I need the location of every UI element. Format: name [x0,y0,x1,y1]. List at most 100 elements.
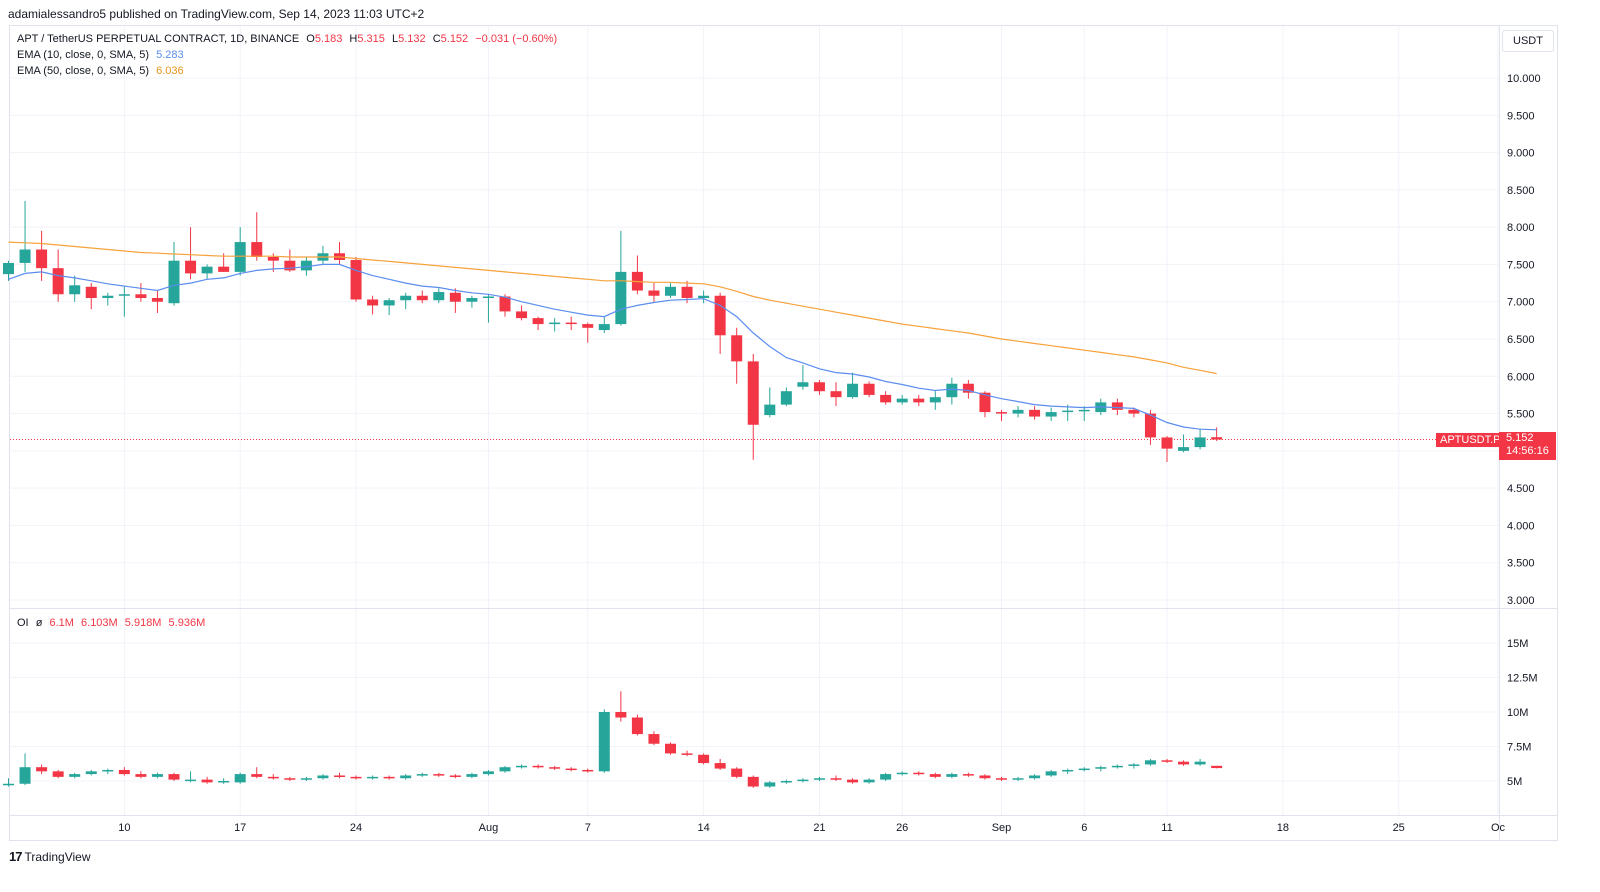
oi-candle[interactable] [549,767,561,769]
oi-candle[interactable] [135,774,147,777]
price-candle[interactable] [69,285,81,295]
price-candle[interactable] [863,383,875,395]
oi-candle[interactable] [383,776,395,779]
oi-candle[interactable] [118,769,130,775]
oi-candle[interactable] [1161,760,1173,762]
price-candle[interactable] [665,286,676,296]
price-candle[interactable] [1144,413,1156,438]
price-candle[interactable] [52,268,64,295]
price-candle[interactable] [234,242,246,272]
price-candle[interactable] [85,286,97,298]
oi-candle[interactable] [830,778,842,780]
price-candle[interactable] [168,260,180,304]
price-candle[interactable] [681,286,693,298]
oi-candle[interactable] [863,779,875,783]
oi-candle[interactable] [747,776,759,787]
oi-candle[interactable] [1111,765,1123,768]
oi-candle[interactable] [962,774,974,776]
price-candle[interactable] [383,300,395,306]
oi-candle[interactable] [731,768,743,777]
price-candle[interactable] [201,266,213,274]
price-candle[interactable] [284,260,296,271]
oi-candle[interactable] [929,774,941,777]
price-candle[interactable] [1211,437,1223,440]
oi-candle[interactable] [267,776,279,779]
price-candle[interactable] [151,297,163,302]
oi-candle[interactable] [516,765,528,768]
oi-candle[interactable] [151,774,163,777]
price-candle[interactable] [19,249,31,263]
price-candle[interactable] [1111,402,1123,410]
price-candle[interactable] [698,295,710,298]
oi-candle[interactable] [714,763,726,769]
oi-candle[interactable] [400,775,412,779]
oi-candle[interactable] [1029,775,1041,779]
oi-candle[interactable] [780,781,792,783]
oi-candle[interactable] [19,767,31,784]
oi-candle[interactable] [797,779,809,782]
oi-candle[interactable] [1178,761,1190,765]
oi-candle[interactable] [631,717,643,735]
price-candle[interactable] [847,383,859,398]
price-candle[interactable] [929,397,941,403]
oi-candle[interactable] [681,753,693,755]
price-candle[interactable] [449,292,461,302]
oi-candle[interactable] [764,782,776,787]
oi-candle[interactable] [69,774,81,777]
oi-candle[interactable] [979,775,991,779]
price-candle[interactable] [813,382,825,392]
oi-candle[interactable] [449,775,461,777]
price-candle[interactable] [946,383,958,398]
oi-candle[interactable] [1211,765,1223,769]
oi-candle[interactable] [996,778,1007,780]
price-candle[interactable] [3,262,14,275]
oi-candle[interactable] [466,774,478,777]
oi-candle[interactable] [201,779,213,783]
oi-candle[interactable] [532,765,544,768]
price-candle[interactable] [102,295,114,298]
price-candle[interactable] [714,295,726,336]
price-candle[interactable] [466,297,478,302]
price-candle[interactable] [830,391,842,398]
price-candle[interactable] [615,271,627,325]
price-candle[interactable] [367,299,379,306]
oi-candle[interactable] [416,774,428,776]
oi-candle[interactable] [300,778,312,780]
eye-off-icon[interactable]: ø [35,617,43,629]
oi-candle[interactable] [367,776,379,779]
oi-candle[interactable] [648,734,660,744]
oi-candle[interactable] [482,771,494,775]
oi-candle[interactable] [946,774,958,777]
price-candle[interactable] [532,318,544,325]
price-candle[interactable] [416,295,428,301]
oi-candle[interactable] [218,781,230,783]
oi-candle[interactable] [847,779,859,783]
oi-candle[interactable] [615,712,627,718]
oi-candle[interactable] [3,783,14,786]
oi-candle[interactable] [1062,769,1074,772]
oi-candle[interactable] [1045,771,1057,776]
oi-candle[interactable] [52,771,64,777]
oi-candle[interactable] [913,772,925,775]
oi-candle[interactable] [433,774,445,776]
currency-button[interactable]: USDT [1502,30,1554,52]
oi-candle[interactable] [36,767,48,772]
oi-candle[interactable] [665,743,676,754]
oi-candle[interactable] [698,754,710,764]
oi-candle[interactable] [565,768,577,771]
price-candle[interactable] [1029,409,1041,417]
price-candle[interactable] [251,242,263,257]
price-candle[interactable] [1161,437,1173,449]
price-candle[interactable] [1045,412,1057,417]
price-candle[interactable] [267,256,279,261]
price-candle[interactable] [1062,410,1074,413]
price-candle[interactable] [1078,409,1090,412]
price-candle[interactable] [598,324,610,331]
oi-candle[interactable] [251,774,263,777]
price-candle[interactable] [482,296,494,298]
oi-candle[interactable] [499,767,511,772]
oi-candle[interactable] [317,775,329,779]
price-candle[interactable] [1178,447,1190,451]
price-candle[interactable] [582,324,594,328]
